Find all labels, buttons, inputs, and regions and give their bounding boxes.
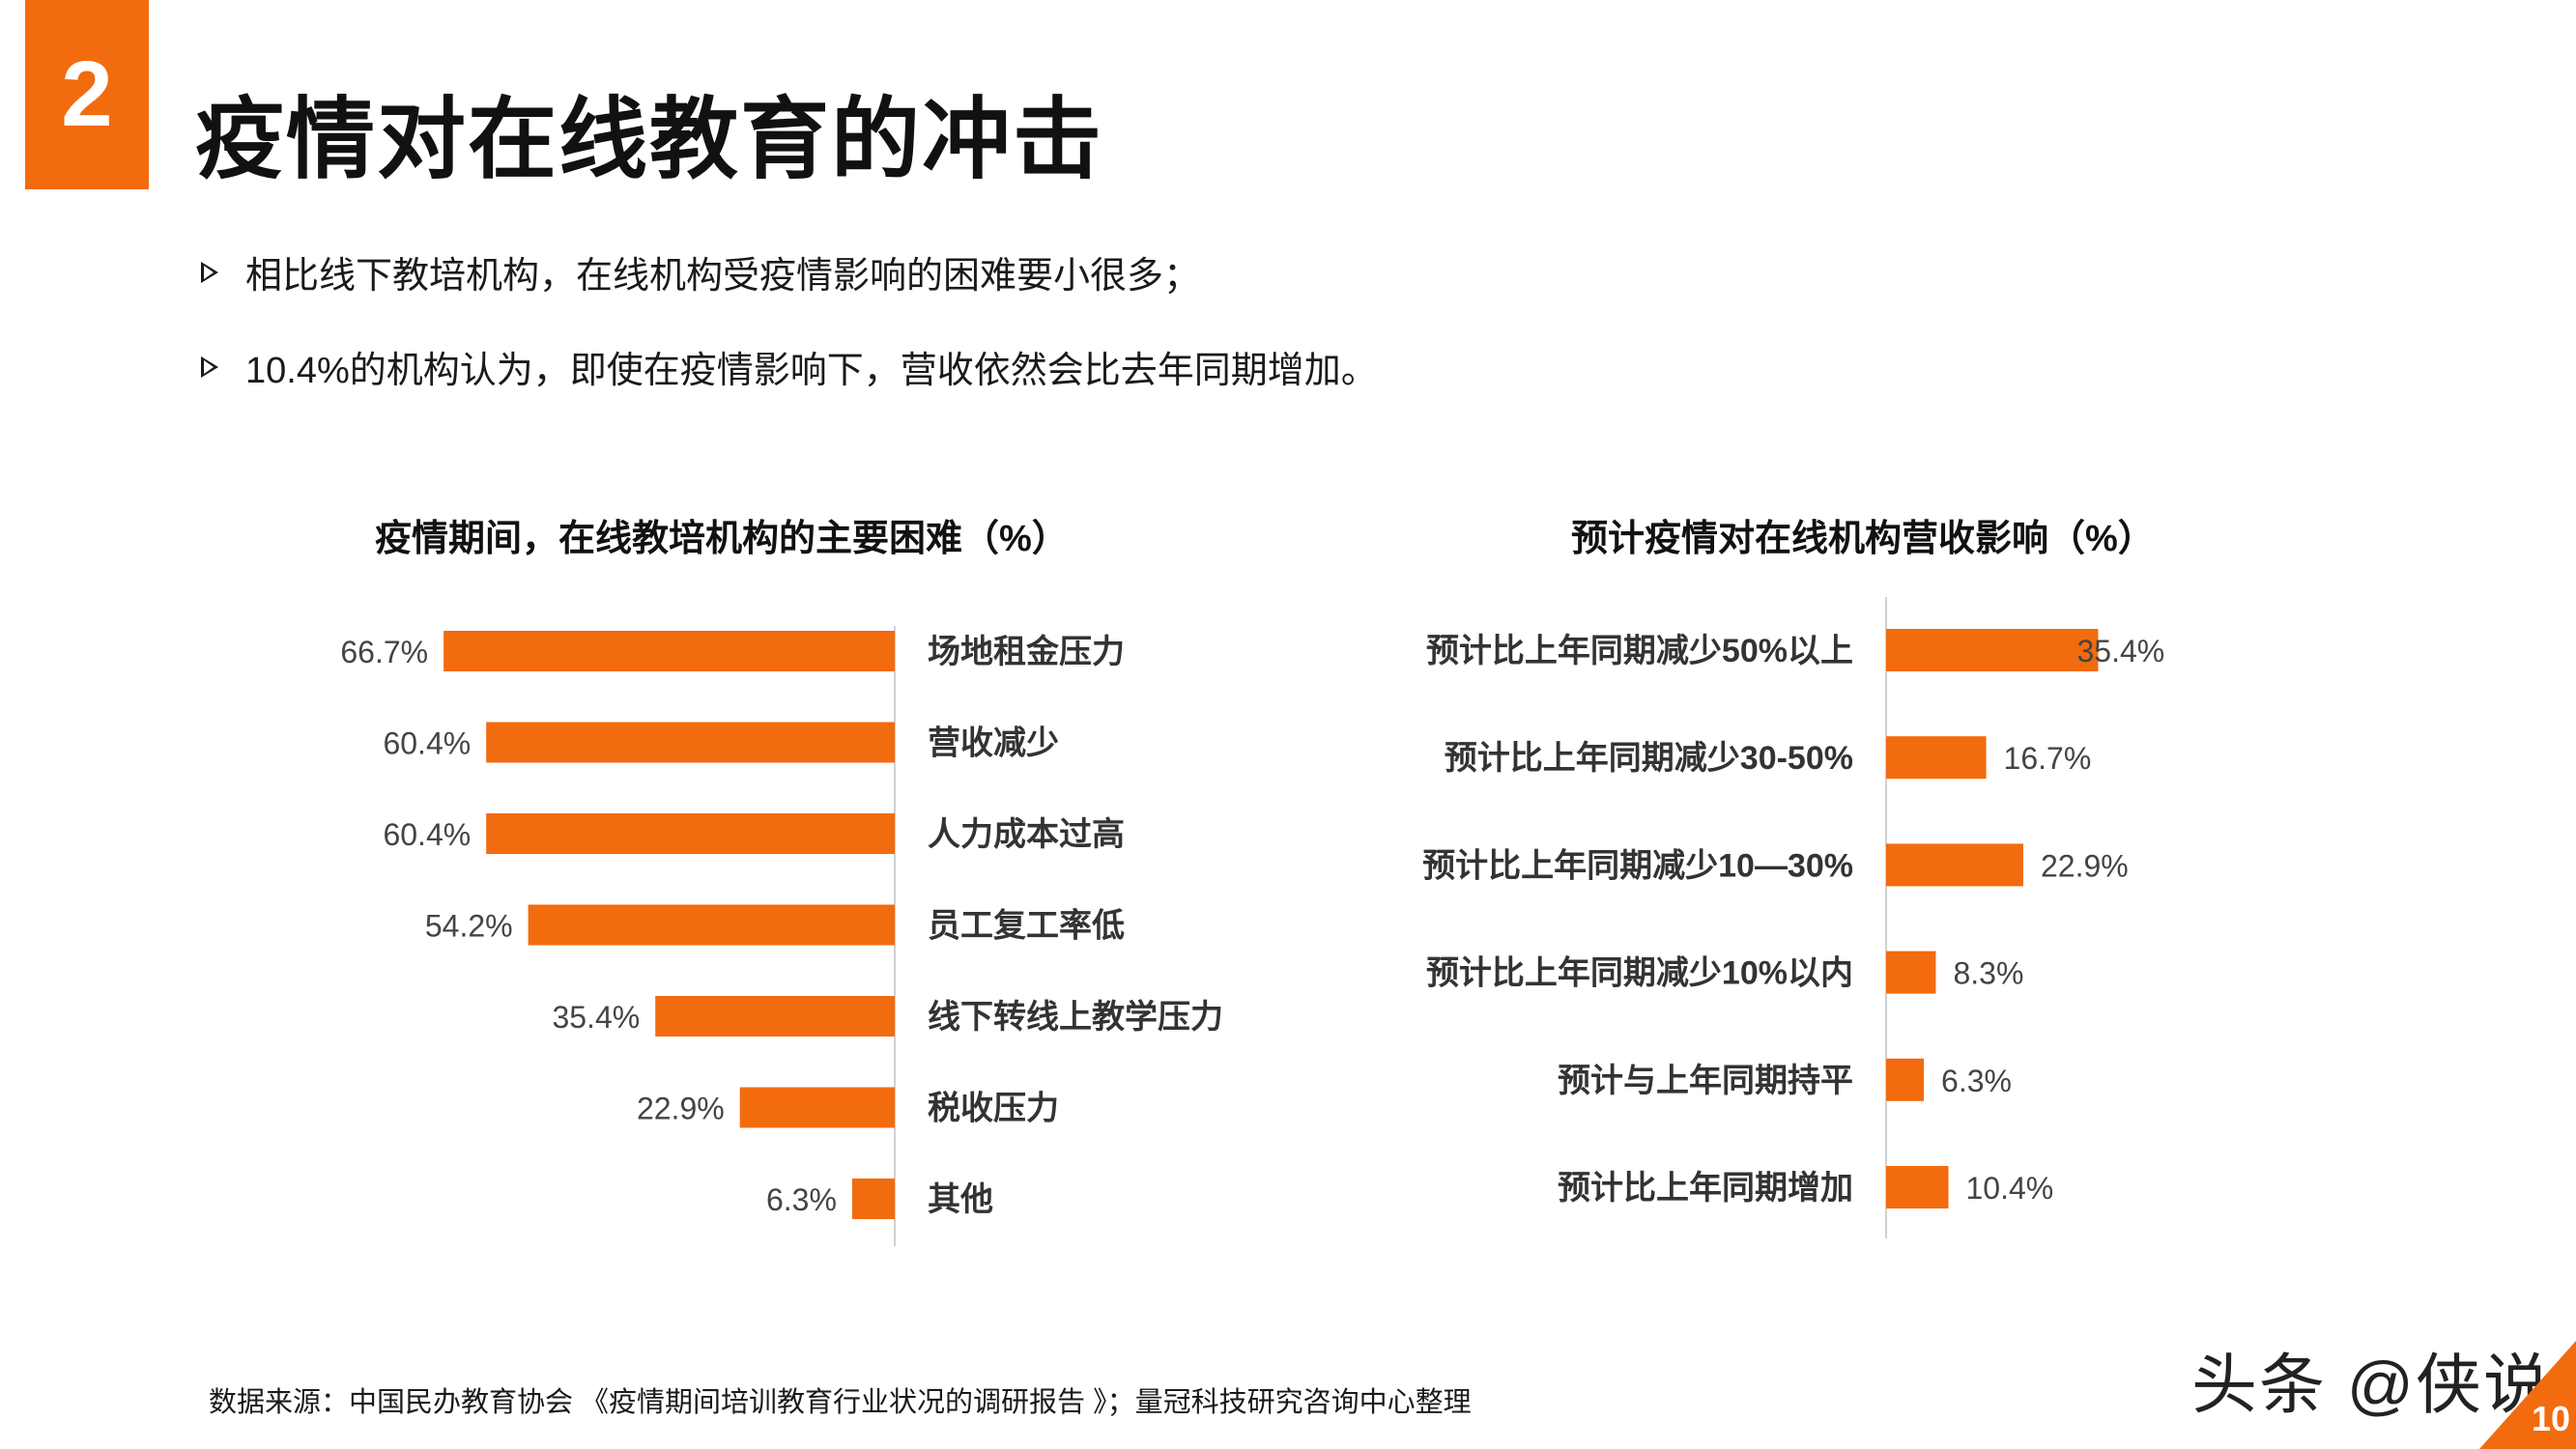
- right-chart-value-label: 8.3%: [1953, 956, 2023, 991]
- right-chart-category-label: 预计比上年同期减少30-50%: [1445, 740, 1853, 777]
- left-chart-category-label: 营收减少: [928, 725, 1059, 762]
- left-chart-bar: [528, 904, 895, 946]
- section-number-badge: 2: [25, 0, 149, 189]
- left-chart-value-label: 54.2%: [425, 909, 513, 944]
- left-chart-bar: [444, 631, 895, 671]
- left-chart-value-label: 22.9%: [637, 1092, 725, 1126]
- arrow-bullet-icon: [201, 261, 218, 283]
- left-chart-bar: [739, 1087, 895, 1128]
- bullet-text: 相比线下教培机构，在线机构受疫情影响的困难要小很多；: [245, 256, 1201, 297]
- right-chart-category-label: 预计比上年同期增加: [1558, 1170, 1853, 1207]
- right-chart-value-label: 22.9%: [2041, 848, 2129, 883]
- left-chart-bar: [655, 996, 895, 1037]
- left-chart-category-label: 线下转线上教学压力: [928, 998, 1223, 1036]
- right-chart-value-label: 35.4%: [2076, 634, 2164, 668]
- page-title: 疫情对在线教育的冲击: [195, 91, 1104, 189]
- left-chart-category-label: 员工复工率低: [928, 908, 1125, 945]
- arrow-bullet-icon: [201, 355, 218, 378]
- right-chart-category-label: 预计比上年同期减少10%以内: [1426, 955, 1853, 992]
- chart-title-difficulties: 疫情期间，在线教培机构的主要困难（%）: [375, 519, 1069, 559]
- right-chart-bar: [1886, 736, 1987, 780]
- page-number: 10: [2531, 1399, 2570, 1438]
- bullet-text: 10.4%的机构认为，即使在疫情影响下，营收依然会比去年同期增加。: [245, 351, 1378, 391]
- left-chart-bar: [851, 1179, 895, 1219]
- left-chart-value-label: 60.4%: [383, 726, 471, 761]
- left-chart-category-label: 场地租金压力: [928, 633, 1125, 670]
- right-chart-category-label: 预计比上年同期减少10—30%: [1422, 847, 1853, 884]
- left-chart-value-label: 60.4%: [383, 817, 471, 852]
- left-chart-value-label: 35.4%: [552, 1000, 640, 1035]
- left-chart-bar: [486, 722, 895, 763]
- bullet-point: 10.4%的机构认为，即使在疫情影响下，营收依然会比去年同期增加。: [201, 340, 1378, 393]
- right-chart-value-label: 6.3%: [1941, 1064, 2012, 1098]
- left-chart-category-label: 税收压力: [928, 1091, 1059, 1127]
- left-chart-category-label: 其他: [928, 1181, 993, 1218]
- left-chart-value-label: 66.7%: [340, 635, 428, 669]
- right-chart-category-label: 预计与上年同期持平: [1558, 1063, 1853, 1099]
- chart-title-revenue-impact: 预计疫情对在线机构营收影响（%）: [1571, 519, 2155, 559]
- left-chart-bar: [486, 813, 895, 854]
- source-note: 数据来源：中国民办教育协会 《疫情期间培训教育行业状况的调研报告 》；量冠科技研…: [209, 1387, 1472, 1418]
- page-corner-triangle: [2479, 1341, 2576, 1449]
- left-chart-value-label: 6.3%: [766, 1182, 837, 1217]
- right-chart-bar: [1886, 629, 2099, 671]
- right-chart-value-label: 10.4%: [1965, 1171, 2053, 1206]
- right-chart-value-label: 16.7%: [2004, 741, 2092, 776]
- right-chart-bar: [1886, 951, 1936, 994]
- right-chart-bar: [1886, 1058, 1925, 1101]
- right-chart-category-label: 预计比上年同期减少50%以上: [1426, 633, 1853, 669]
- right-chart-bar: [1886, 843, 2023, 887]
- left-chart-category-label: 人力成本过高: [928, 816, 1125, 853]
- right-chart-bar: [1886, 1166, 1949, 1208]
- bullet-point: 相比线下教培机构，在线机构受疫情影响的困难要小很多；: [201, 245, 1200, 298]
